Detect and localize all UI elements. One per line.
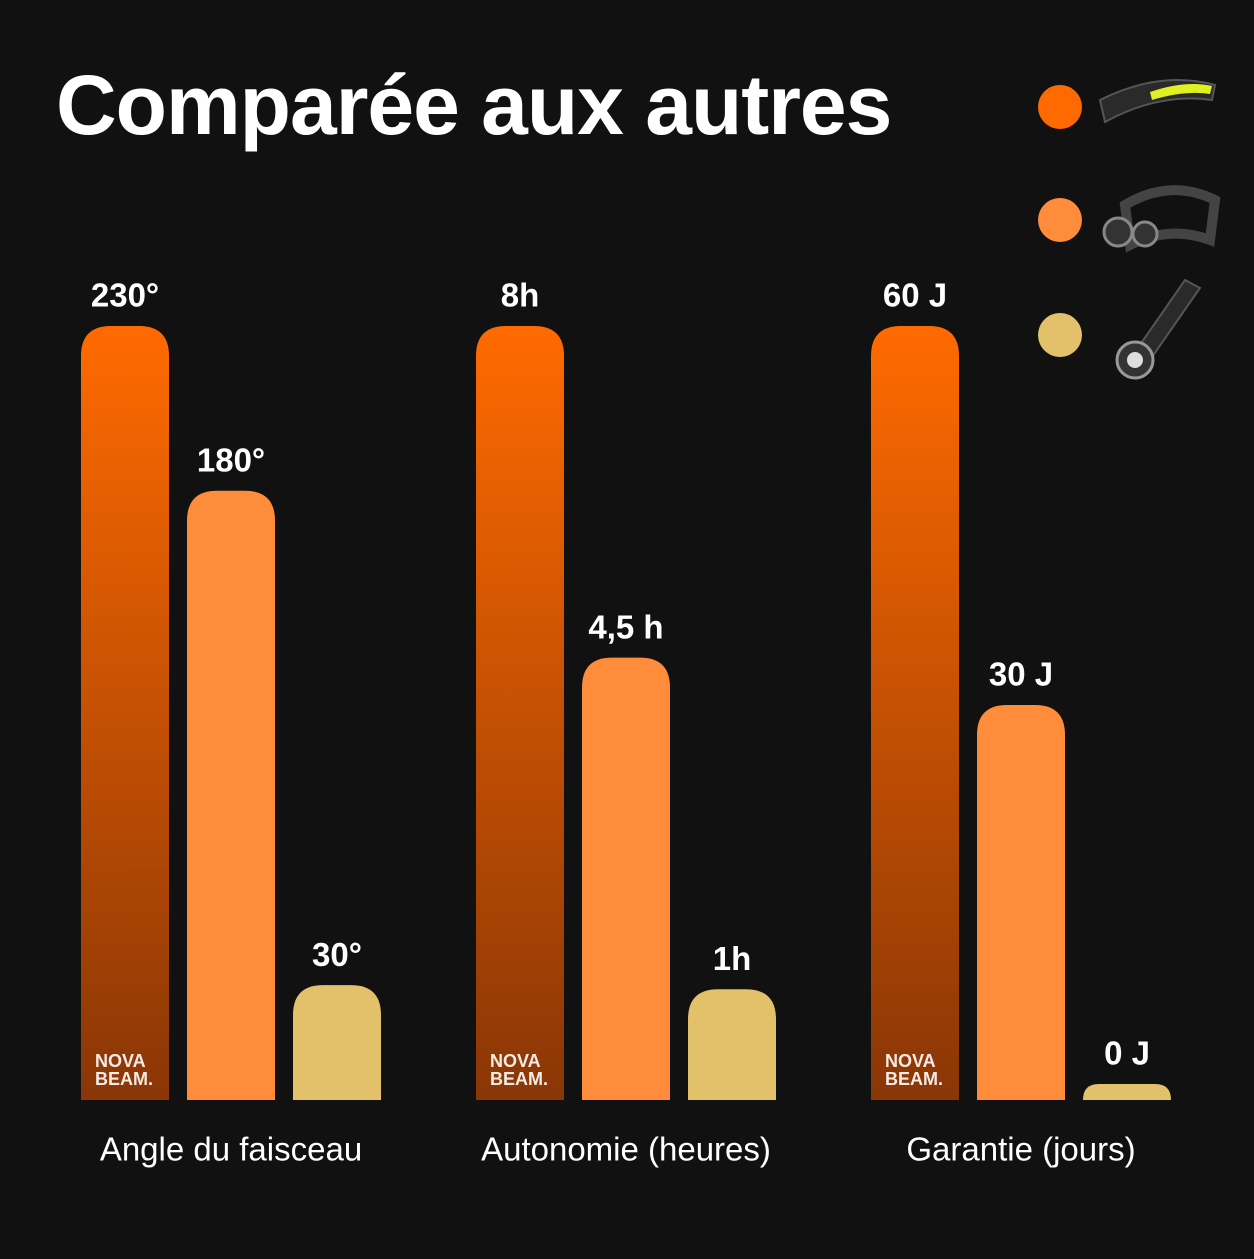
bar-logo: NOVA [885, 1051, 936, 1071]
legend-marker [1038, 85, 1082, 129]
legend-icon [1102, 185, 1221, 253]
legend-marker [1038, 198, 1082, 242]
chart-title: Comparée aux autres [56, 58, 891, 152]
bar-logo: NOVA [490, 1051, 541, 1071]
bar [977, 705, 1065, 1100]
bar [582, 657, 670, 1100]
x-tick-label: Autonomie (heures) [481, 1131, 771, 1168]
data-label: 230° [91, 277, 159, 314]
x-tick-label: Angle du faisceau [100, 1131, 362, 1168]
data-label: 60 J [883, 277, 947, 314]
legend-marker [1038, 313, 1082, 357]
data-label: 8h [501, 277, 540, 314]
bar-logo: NOVA [95, 1051, 146, 1071]
bar-logo: BEAM. [490, 1069, 548, 1089]
data-label: 30 J [989, 656, 1053, 693]
bar [871, 326, 959, 1100]
legend-icon [1098, 79, 1217, 124]
bar [293, 985, 381, 1100]
data-label: 1h [713, 940, 752, 977]
bar-logo: BEAM. [885, 1069, 943, 1089]
bar [688, 989, 776, 1100]
data-label: 180° [197, 442, 265, 479]
data-label: 30° [312, 936, 362, 973]
data-label: 0 J [1104, 1035, 1150, 1072]
bar [187, 490, 275, 1101]
bar [476, 326, 564, 1100]
bar-logo: BEAM. [95, 1069, 153, 1089]
bar [1083, 1084, 1171, 1100]
bar [81, 326, 169, 1100]
x-tick-label: Garantie (jours) [906, 1131, 1135, 1168]
legend-icon [1115, 278, 1202, 380]
data-label: 4,5 h [588, 608, 663, 645]
